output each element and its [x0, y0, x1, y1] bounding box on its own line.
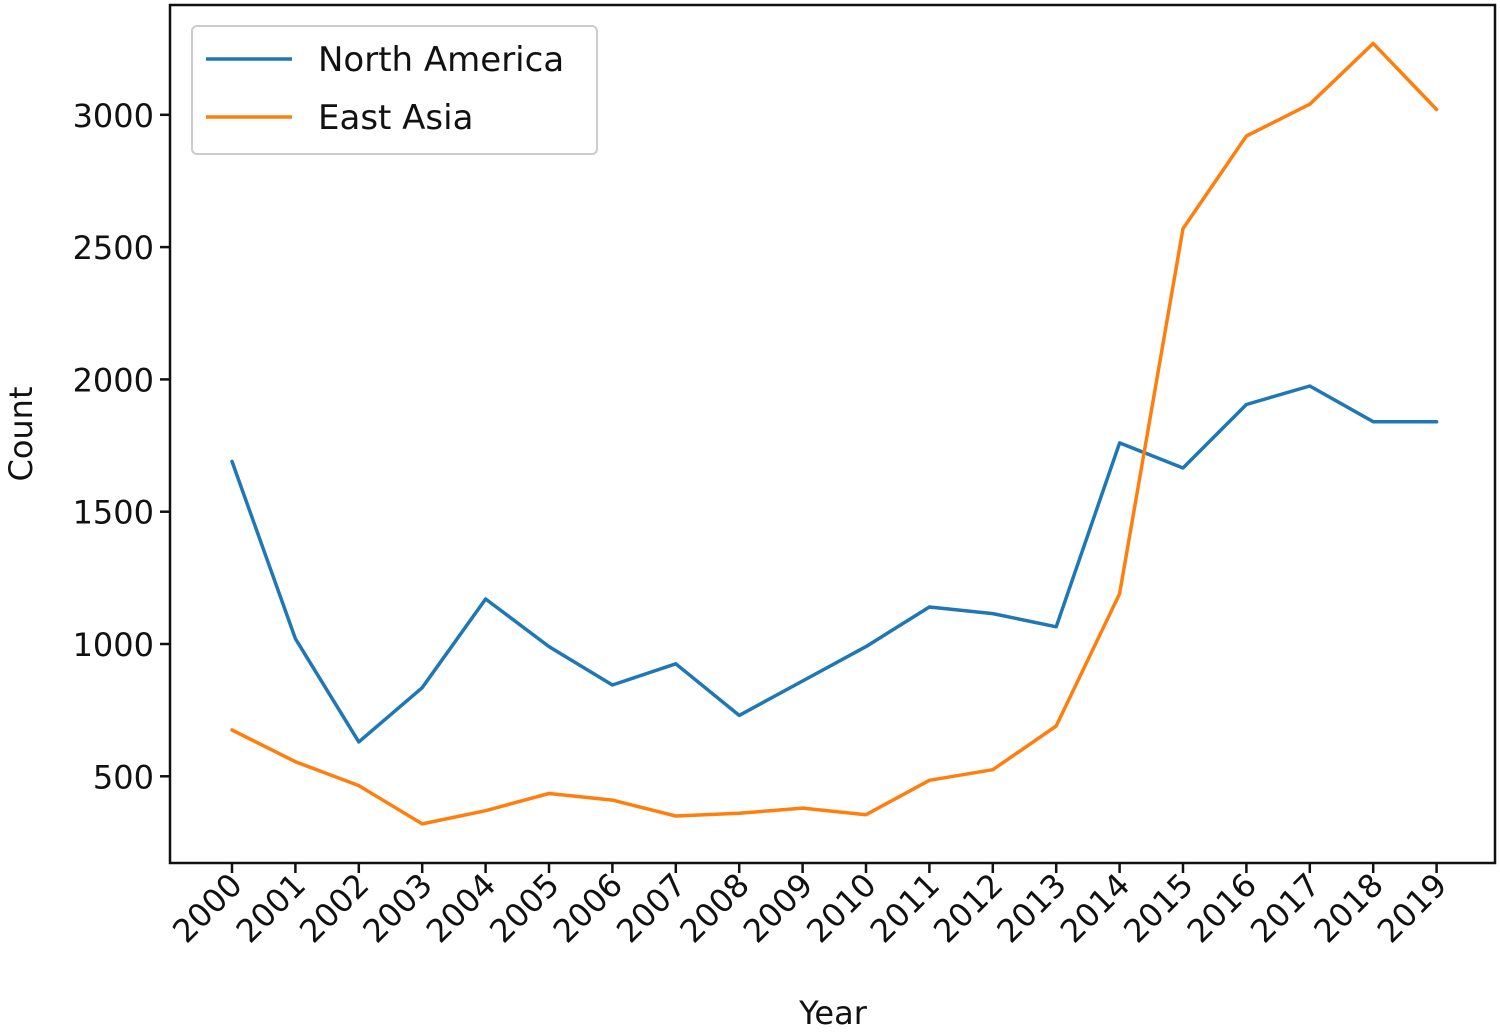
x-tick-label: 2010	[799, 866, 883, 950]
x-tick-label: 2012	[926, 866, 1010, 950]
series-line-north-america	[230, 384, 1439, 744]
y-axis-label: Count	[2, 386, 40, 481]
y-tick-label: 2000	[73, 361, 154, 399]
x-tick-label: 2000	[165, 866, 249, 950]
x-tick-label: 2016	[1180, 866, 1264, 950]
y-tick-label: 2500	[73, 229, 154, 267]
legend: North America East Asia	[191, 25, 598, 155]
x-tick-label: 2019	[1370, 866, 1454, 950]
legend-box	[191, 25, 598, 155]
x-axis-label: Year	[798, 994, 868, 1032]
x-tick-label: 2014	[1053, 866, 1137, 950]
y-tick-label: 1500	[73, 494, 154, 532]
y-tick-label: 3000	[73, 97, 154, 135]
plot-frame	[168, 3, 1497, 865]
x-tick-label: 2017	[1243, 866, 1327, 950]
y-axis: 500 1000 1500 2000 2500 3000	[73, 97, 170, 796]
x-tick-label: 2005	[482, 866, 566, 950]
x-tick-label: 2009	[736, 866, 820, 950]
legend-label-east-asia: East Asia	[318, 98, 473, 138]
x-tick-label: 2008	[672, 866, 756, 950]
x-tick-label: 2011	[863, 866, 947, 950]
y-tick-label: 500	[93, 758, 154, 796]
series-line-east-asia	[230, 41, 1439, 826]
x-tick-label: 2001	[229, 866, 313, 950]
x-tick-label: 2003	[355, 866, 439, 950]
series-layer	[230, 41, 1439, 826]
x-axis: 2000200120022003200420052006200720082009…	[165, 863, 1454, 950]
x-tick-label: 2015	[1116, 866, 1200, 950]
y-tick-label: 1000	[73, 626, 154, 664]
x-tick-label: 2002	[292, 866, 376, 950]
legend-label-north-america: North America	[318, 40, 564, 80]
x-tick-label: 2007	[609, 866, 693, 950]
x-tick-label: 2006	[546, 866, 630, 950]
x-tick-label: 2004	[419, 866, 503, 950]
x-tick-label: 2018	[1306, 866, 1390, 950]
x-tick-label: 2013	[989, 866, 1073, 950]
